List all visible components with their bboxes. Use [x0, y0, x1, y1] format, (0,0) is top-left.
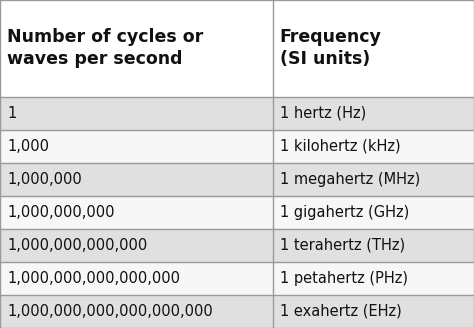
Bar — [0, 229, 474, 262]
Bar — [0, 295, 474, 328]
Text: 1 petahertz (PHz): 1 petahertz (PHz) — [280, 271, 408, 286]
Bar — [0, 196, 474, 229]
Text: 1,000,000: 1,000,000 — [7, 172, 82, 187]
Text: 1 gigahertz (GHz): 1 gigahertz (GHz) — [280, 205, 409, 220]
Text: 1,000,000,000,000,000,000: 1,000,000,000,000,000,000 — [7, 304, 213, 319]
Text: 1,000,000,000,000,000: 1,000,000,000,000,000 — [7, 271, 180, 286]
Text: 1 terahertz (THz): 1 terahertz (THz) — [280, 238, 405, 253]
Text: 1: 1 — [7, 106, 17, 121]
Text: Number of cycles or
waves per second: Number of cycles or waves per second — [7, 28, 203, 69]
Text: 1 hertz (Hz): 1 hertz (Hz) — [280, 106, 366, 121]
Text: 1 megahertz (MHz): 1 megahertz (MHz) — [280, 172, 420, 187]
Bar — [0, 130, 474, 163]
Text: 1,000,000,000,000: 1,000,000,000,000 — [7, 238, 147, 253]
Bar — [0, 163, 474, 196]
Text: Frequency
(SI units): Frequency (SI units) — [280, 28, 382, 69]
Bar — [0, 262, 474, 295]
Text: 1,000: 1,000 — [7, 139, 49, 154]
Bar — [0, 0, 474, 97]
Text: 1 exahertz (EHz): 1 exahertz (EHz) — [280, 304, 401, 319]
Text: 1,000,000,000: 1,000,000,000 — [7, 205, 115, 220]
Text: 1 kilohertz (kHz): 1 kilohertz (kHz) — [280, 139, 400, 154]
Bar — [0, 97, 474, 130]
